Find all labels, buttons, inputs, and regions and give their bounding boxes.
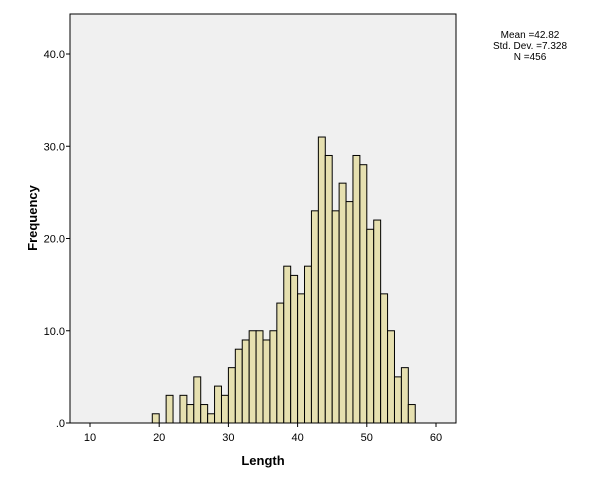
histogram-bar bbox=[310, 210, 319, 424]
y-axis-ticks: .0 10.0 20.0 30.0 40.0 bbox=[44, 49, 70, 430]
histogram-bar bbox=[255, 330, 264, 424]
y-tick-label: 30.0 bbox=[44, 141, 65, 153]
histogram-bar bbox=[380, 293, 389, 424]
histogram-bar bbox=[283, 265, 292, 424]
x-tick-label: 60 bbox=[430, 432, 442, 444]
summary-statistics: Mean =42.82 Std. Dev. =7.328 N =456 bbox=[470, 30, 590, 63]
y-tick-label: 10.0 bbox=[44, 326, 65, 338]
histogram-bar bbox=[331, 210, 340, 424]
histogram-bar bbox=[387, 330, 395, 424]
histogram-bar bbox=[352, 154, 361, 424]
x-axis-ticks: 10 20 30 40 50 60 bbox=[84, 423, 442, 444]
y-tick-label: 40.0 bbox=[44, 49, 65, 61]
histogram-bar bbox=[179, 394, 188, 424]
histogram-bar bbox=[241, 339, 250, 424]
histogram-bar bbox=[407, 404, 416, 424]
histogram-bar bbox=[227, 367, 236, 424]
histogram-bar bbox=[276, 302, 285, 424]
x-tick-label: 10 bbox=[84, 432, 96, 444]
histogram-bar bbox=[290, 274, 299, 424]
std-dev-value: Std. Dev. =7.328 bbox=[492, 41, 568, 52]
histogram-bar bbox=[165, 394, 174, 424]
histogram-bar bbox=[324, 154, 333, 424]
histogram-bar bbox=[338, 182, 347, 424]
x-tick-label: 40 bbox=[291, 432, 303, 444]
histogram-bar bbox=[207, 413, 216, 424]
histogram-bar bbox=[366, 228, 375, 424]
histogram-bar bbox=[193, 376, 202, 424]
histogram-bar bbox=[373, 219, 382, 424]
histogram-bar bbox=[220, 394, 229, 424]
histogram-bar bbox=[400, 367, 409, 424]
y-tick-label: .0 bbox=[56, 418, 65, 430]
y-axis-label: Frequency bbox=[25, 184, 40, 251]
histogram-bar bbox=[200, 404, 209, 424]
y-tick-label: 20.0 bbox=[44, 234, 65, 246]
histogram-bar bbox=[151, 413, 160, 424]
x-tick-label: 50 bbox=[361, 432, 373, 444]
histogram-bar bbox=[262, 339, 271, 424]
x-tick-label: 20 bbox=[153, 432, 165, 444]
histogram-bars bbox=[151, 136, 416, 424]
histogram-bar bbox=[186, 404, 195, 424]
histogram-bar bbox=[393, 376, 402, 424]
histogram-bar bbox=[345, 201, 354, 424]
x-tick-label: 30 bbox=[222, 432, 234, 444]
histogram-bar bbox=[214, 385, 222, 424]
x-axis-label: Length bbox=[241, 453, 284, 468]
histogram-bar bbox=[297, 293, 306, 424]
histogram-bar bbox=[359, 164, 368, 424]
histogram-bar bbox=[304, 265, 312, 424]
mean-value: Mean =42.82 bbox=[500, 30, 560, 41]
n-value: N =456 bbox=[513, 52, 547, 63]
histogram-bar bbox=[317, 136, 326, 424]
histogram-bar bbox=[248, 330, 257, 424]
histogram-bar bbox=[234, 348, 243, 424]
histogram-bar bbox=[269, 330, 278, 424]
